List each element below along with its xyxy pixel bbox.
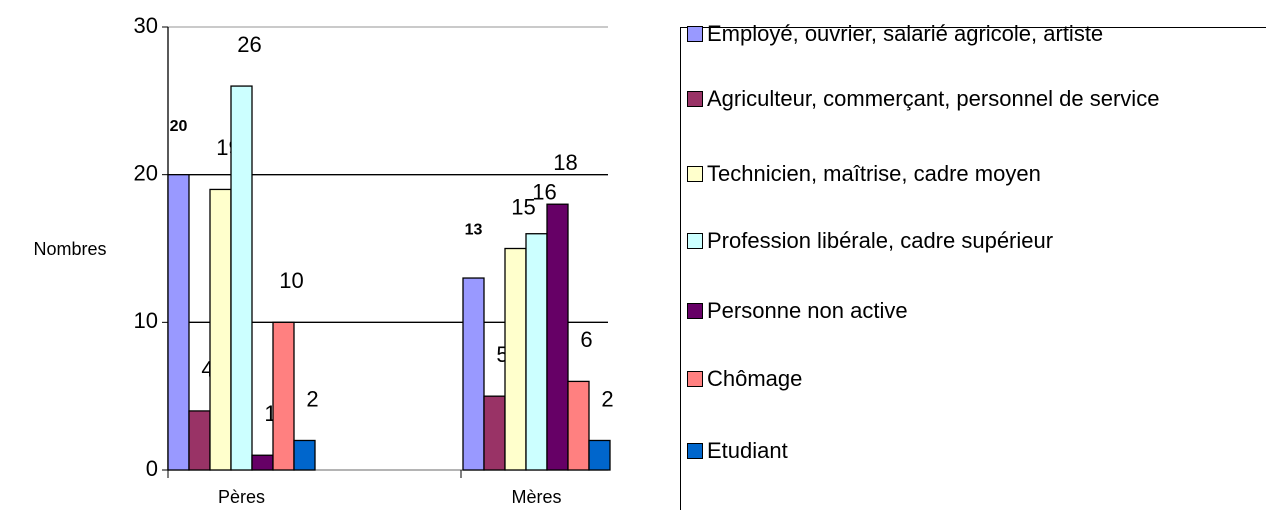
data-label: 26 xyxy=(237,32,261,57)
legend-item: Technicien, maîtrise, cadre moyen xyxy=(687,161,1237,186)
legend-swatch xyxy=(687,166,703,182)
legend-item: Agriculteur, commerçant, personnel de se… xyxy=(687,86,1207,111)
legend-item: Personne non active xyxy=(687,298,1237,323)
bar xyxy=(567,380,590,471)
legend-item: Profession libérale, cadre supérieur xyxy=(687,228,1237,253)
legend-swatch xyxy=(687,91,703,107)
legend-swatch xyxy=(687,371,703,387)
y-axis-label: Nombres xyxy=(33,239,106,259)
data-label: 16 xyxy=(532,180,556,205)
data-label: 13 xyxy=(465,221,483,238)
bar xyxy=(525,233,548,471)
bar xyxy=(188,410,211,471)
y-tick-label: 30 xyxy=(134,13,158,38)
bar xyxy=(251,454,274,471)
legend-label: Technicien, maîtrise, cadre moyen xyxy=(707,161,1041,186)
bar xyxy=(230,85,253,471)
legend-swatch xyxy=(687,303,703,319)
x-tick-label: Pères xyxy=(218,487,265,507)
chart: Nombres 0102030Pères20419261102Mères1351… xyxy=(33,13,613,507)
data-label: 15 xyxy=(511,194,535,219)
legend: Employé, ouvrier, salarié agricole, arti… xyxy=(680,21,1266,510)
bar xyxy=(167,174,190,471)
legend-item: Employé, ouvrier, salarié agricole, arti… xyxy=(687,21,1237,46)
legend-label: Etudiant xyxy=(707,438,788,463)
bar xyxy=(272,321,295,471)
legend-swatch xyxy=(687,443,703,459)
data-label: 2 xyxy=(306,386,318,411)
y-tick-label: 10 xyxy=(134,308,158,333)
legend-label: Employé, ouvrier, salarié agricole, arti… xyxy=(707,21,1104,46)
bar xyxy=(588,439,611,471)
data-label: 6 xyxy=(580,327,592,352)
bar xyxy=(462,277,485,471)
legend-swatch xyxy=(687,233,703,249)
legend-item: Chômage xyxy=(687,366,1237,391)
legend-label: Personne non active xyxy=(707,298,908,323)
data-label: 20 xyxy=(170,118,188,135)
legend-label: Chômage xyxy=(707,366,803,391)
data-label: 2 xyxy=(601,386,613,411)
bar xyxy=(483,395,506,471)
bar xyxy=(504,247,527,471)
bar xyxy=(209,188,232,471)
data-label: 10 xyxy=(279,268,303,293)
legend-label: Agriculteur, commerçant, personnel de se… xyxy=(707,86,1160,111)
y-tick-label: 20 xyxy=(134,160,158,185)
legend-label: Profession libérale, cadre supérieur xyxy=(707,228,1054,253)
bar xyxy=(546,203,569,471)
y-tick-label: 0 xyxy=(146,456,158,481)
x-tick-label: Mères xyxy=(511,487,561,507)
bar xyxy=(293,439,316,471)
data-label: 18 xyxy=(553,150,577,175)
legend-swatch xyxy=(687,26,703,42)
legend-item: Etudiant xyxy=(687,438,1237,463)
